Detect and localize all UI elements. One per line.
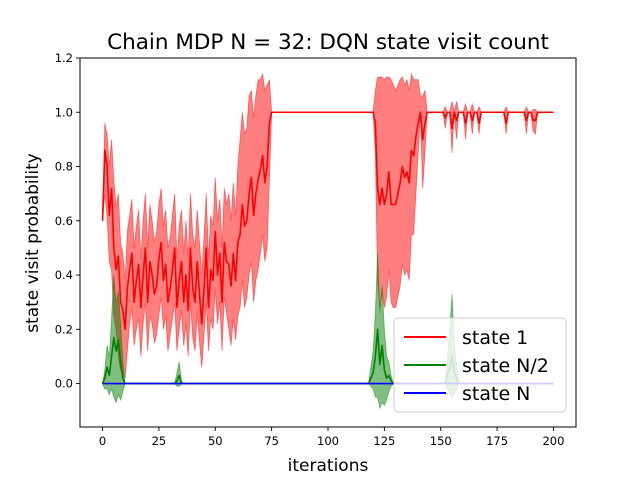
y-axis: 0.0 0.2 0.4 0.6 0.8 1.0 1.2 — [55, 51, 80, 391]
x-tick-label: 25 — [152, 434, 167, 448]
y-tick-label: 0.2 — [55, 322, 73, 336]
x-axis: 0 25 50 75 100 125 150 175 200 — [99, 427, 564, 448]
y-tick-label: 1.2 — [55, 51, 73, 65]
x-tick-label: 175 — [486, 434, 508, 448]
x-tick-label: 0 — [99, 434, 106, 448]
y-tick-label: 0.6 — [55, 214, 73, 228]
y-tick-label: 0.0 — [55, 377, 73, 391]
x-tick-label: 200 — [542, 434, 564, 448]
chart-title: Chain MDP N = 32: DQN state visit count — [107, 30, 549, 55]
x-tick-label: 75 — [264, 434, 279, 448]
x-tick-label: 50 — [208, 434, 223, 448]
legend-entry: state 1 — [462, 327, 528, 349]
legend-entry: state N — [462, 383, 530, 405]
state-1-line — [101, 111, 554, 331]
x-axis-label: iterations — [288, 456, 369, 476]
y-tick-label: 0.4 — [55, 268, 73, 282]
y-tick-label: 0.8 — [55, 160, 73, 174]
state-1-band — [102, 72, 554, 379]
state-n-2-band — [102, 253, 554, 410]
y-axis-label: state visit probability — [23, 153, 43, 333]
legend-entry: state N/2 — [462, 355, 549, 377]
legend-box — [393, 317, 567, 413]
legend: state 1 state N/2 state N — [393, 317, 567, 413]
x-tick-label: 150 — [430, 434, 452, 448]
x-tick-label: 125 — [373, 434, 395, 448]
y-tick-label: 1.0 — [55, 105, 73, 119]
x-tick-label: 100 — [317, 434, 339, 448]
